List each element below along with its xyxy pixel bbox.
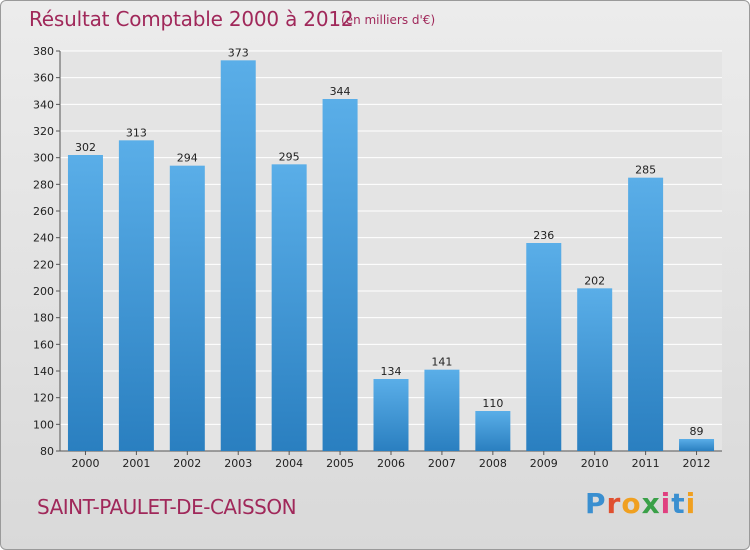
x-tick-label-2005: 2005 <box>326 457 354 470</box>
y-tick-label: 140 <box>33 365 54 378</box>
y-tick-label: 120 <box>33 392 54 405</box>
data-label-2011: 285 <box>635 164 656 177</box>
data-label-2006: 134 <box>381 365 402 378</box>
bar-2010 <box>577 288 613 451</box>
y-tick-label: 80 <box>40 445 54 458</box>
bar-2001 <box>118 140 154 452</box>
y-tick-label: 260 <box>33 205 54 218</box>
x-tick-label-2002: 2002 <box>173 457 201 470</box>
y-tick-label: 180 <box>33 312 54 325</box>
data-label-2000: 302 <box>75 141 96 154</box>
y-tick-label: 160 <box>33 338 54 351</box>
logo-letter: i <box>660 487 672 520</box>
bar-2009 <box>526 243 562 451</box>
x-tick-label-2012: 2012 <box>683 457 711 470</box>
y-tick-label: 340 <box>33 98 54 111</box>
bar-2003 <box>220 60 256 451</box>
data-label-2002: 294 <box>177 152 198 165</box>
bar-2006 <box>373 379 409 451</box>
bar-2011 <box>628 177 664 451</box>
bar-2004 <box>271 164 307 452</box>
bar-2007 <box>424 369 460 451</box>
x-tick-label-2004: 2004 <box>275 457 303 470</box>
y-tick-label: 100 <box>33 418 54 431</box>
city-name: SAINT-PAULET-DE-CAISSON <box>37 495 297 519</box>
chart-subtitle: (en milliers d'€) <box>341 13 436 27</box>
bar-2000 <box>67 155 103 451</box>
data-label-2008: 110 <box>482 397 503 410</box>
logo-letter: P <box>585 487 607 520</box>
data-label-2004: 295 <box>279 150 300 163</box>
bar-2012 <box>679 439 715 451</box>
x-tick-label-2003: 2003 <box>224 457 252 470</box>
x-tick-label-2011: 2011 <box>632 457 660 470</box>
y-tick-label: 360 <box>33 72 54 85</box>
data-label-2012: 89 <box>690 425 704 438</box>
x-tick-label-2009: 2009 <box>530 457 558 470</box>
bar-2008 <box>475 411 511 451</box>
logo-letter: x <box>641 487 661 520</box>
data-label-2007: 141 <box>431 356 452 369</box>
y-tick-label: 280 <box>33 178 54 191</box>
y-tick-label: 380 <box>33 45 54 58</box>
chart-title: Résultat Comptable 2000 à 2012 <box>29 7 354 31</box>
x-tick-label-2008: 2008 <box>479 457 507 470</box>
y-tick-label: 240 <box>33 232 54 245</box>
y-tick-label: 220 <box>33 258 54 271</box>
x-tick-label-2001: 2001 <box>122 457 150 470</box>
data-label-2010: 202 <box>584 274 605 287</box>
y-tick-label: 200 <box>33 285 54 298</box>
data-label-2009: 236 <box>533 229 554 242</box>
x-tick-label-2010: 2010 <box>581 457 609 470</box>
bar-2002 <box>169 165 205 451</box>
data-label-2005: 344 <box>330 85 351 98</box>
data-label-2001: 313 <box>126 126 147 139</box>
y-tick-label: 320 <box>33 125 54 138</box>
data-label-2003: 373 <box>228 46 249 59</box>
logo-letter: r <box>606 487 622 520</box>
x-tick-label-2007: 2007 <box>428 457 456 470</box>
logo-letter: t <box>671 487 686 520</box>
logo-letter: o <box>621 487 642 520</box>
x-tick-label-2006: 2006 <box>377 457 405 470</box>
bar-2005 <box>322 99 358 451</box>
y-tick-label: 300 <box>33 152 54 165</box>
proxiti-logo: Proxiti <box>585 487 696 520</box>
logo-letter: i <box>685 487 697 520</box>
x-tick-label-2000: 2000 <box>71 457 99 470</box>
